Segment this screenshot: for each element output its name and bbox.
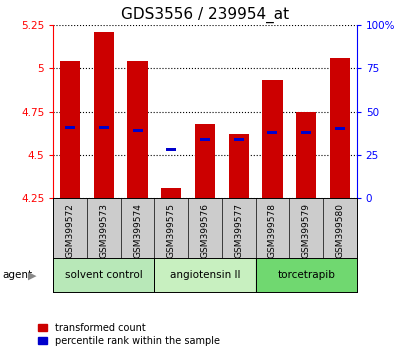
Bar [194,124,215,198]
Text: ▶: ▶ [28,270,36,280]
Text: GSM399580: GSM399580 [335,203,344,258]
Bar [228,134,248,198]
Bar [60,61,80,198]
Text: GSM399573: GSM399573 [99,203,108,258]
Bar [127,61,147,198]
Text: GSM399572: GSM399572 [65,203,74,258]
Text: GSM399576: GSM399576 [200,203,209,258]
Bar [65,126,75,129]
Title: GDS3556 / 239954_at: GDS3556 / 239954_at [121,7,288,23]
Bar [262,80,282,198]
Legend: transformed count, percentile rank within the sample: transformed count, percentile rank withi… [38,323,220,346]
Bar [161,188,181,198]
Bar [329,58,349,198]
Bar [267,131,277,134]
Bar [166,148,176,151]
Bar [99,126,109,129]
Text: GSM399575: GSM399575 [166,203,175,258]
Bar [132,129,142,132]
Bar [300,131,310,134]
Bar [200,138,209,141]
Text: angiotensin II: angiotensin II [169,270,240,280]
Bar [295,112,315,198]
Text: GSM399578: GSM399578 [267,203,276,258]
Text: GSM399577: GSM399577 [234,203,243,258]
Bar [94,32,114,198]
Text: GSM399574: GSM399574 [133,203,142,258]
Text: GSM399579: GSM399579 [301,203,310,258]
Bar [233,138,243,141]
Text: agent: agent [2,270,32,280]
Text: solvent control: solvent control [65,270,142,280]
Bar [334,127,344,130]
Text: torcetrapib: torcetrapib [276,270,334,280]
